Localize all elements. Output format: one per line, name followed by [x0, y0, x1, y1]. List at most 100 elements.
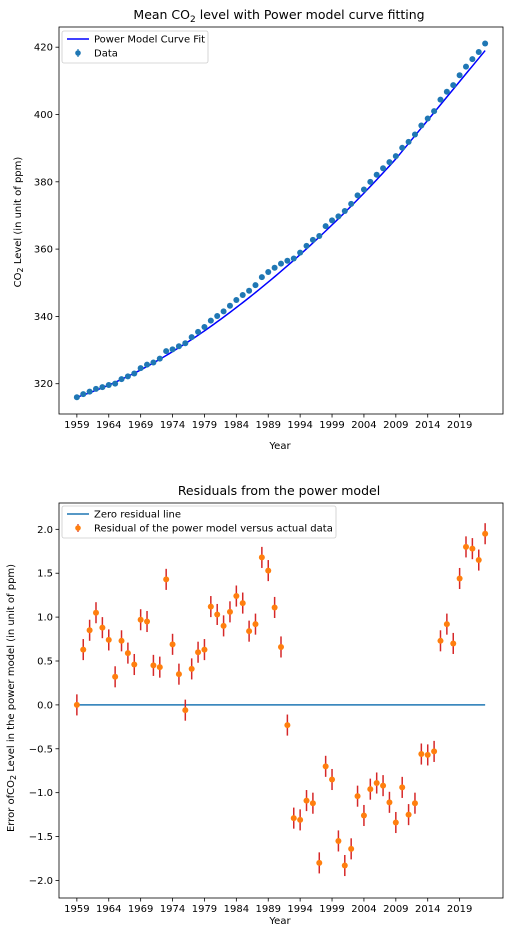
data-point — [450, 640, 457, 647]
x-tick-label: 2009 — [383, 904, 408, 915]
x-tick-label: 2009 — [383, 420, 408, 431]
chart1-legend: Power Model Curve Fit Data — [61, 30, 209, 64]
x-tick-label: 1964 — [96, 420, 121, 431]
data-point — [93, 609, 99, 616]
data-point — [169, 346, 176, 353]
x-tick-label: 1994 — [287, 904, 312, 915]
data-point — [399, 784, 406, 791]
data-point — [463, 543, 469, 550]
data-point — [163, 576, 170, 583]
data-point — [354, 192, 361, 199]
x-tick-label: 1969 — [128, 420, 153, 431]
data-point — [207, 317, 214, 324]
data-point — [437, 637, 444, 644]
y-tick-label: 340 — [34, 312, 53, 323]
data-point — [226, 608, 233, 615]
data-point — [309, 800, 316, 807]
data-point — [220, 622, 227, 629]
data-point — [284, 257, 291, 264]
chart2-ylabel: Error ofCO2 Level in the power model (in… — [6, 564, 18, 832]
data-point — [341, 862, 348, 869]
co2-chart: Mean CO2 level with Power model curve fi… — [13, 7, 504, 452]
x-tick-label: 2004 — [351, 420, 376, 431]
data-point — [316, 859, 323, 866]
data-point — [443, 88, 450, 95]
data-point — [214, 611, 221, 618]
data-point — [373, 780, 380, 787]
data-point — [329, 776, 336, 783]
data-point — [150, 359, 157, 366]
data-point — [175, 671, 182, 678]
y-tick-label: 1.5 — [37, 569, 53, 580]
data-point — [297, 816, 304, 823]
data-point — [252, 282, 259, 289]
data-point — [188, 665, 195, 672]
data-point — [297, 249, 304, 256]
data-point — [278, 643, 284, 650]
y-tick-label: 320 — [34, 379, 53, 390]
data-point — [246, 628, 253, 635]
y-tick-label: 0.0 — [37, 700, 53, 711]
data-point — [322, 763, 329, 770]
chart1-xlabel: Year — [268, 441, 291, 452]
data-point — [290, 815, 297, 822]
y-tick-label: 400 — [34, 110, 53, 121]
residual-chart: Residuals from the power model 1959 1964 1… — [6, 483, 504, 927]
data-point — [475, 557, 482, 564]
data-point — [239, 600, 246, 607]
data-point — [252, 621, 259, 628]
data-point — [354, 793, 361, 800]
y-tick-label: 420 — [34, 43, 53, 54]
data-point — [112, 380, 119, 387]
data-point — [309, 236, 316, 243]
x-tick-label: 1974 — [160, 420, 185, 431]
data-point — [258, 554, 265, 561]
data-point — [392, 819, 399, 826]
data-point — [265, 567, 272, 574]
data-point — [86, 388, 93, 395]
data-point — [360, 812, 367, 819]
data-point — [443, 621, 450, 628]
data-point — [456, 72, 463, 79]
data-point — [118, 637, 125, 644]
data-point — [475, 49, 482, 56]
x-tick-label: 1994 — [287, 420, 312, 431]
data-point — [201, 324, 208, 331]
data-point — [411, 800, 418, 807]
data-point — [220, 308, 227, 315]
y-tick-label: −0.5 — [29, 744, 53, 755]
data-point — [80, 646, 87, 653]
data-point — [380, 782, 387, 789]
data-point — [265, 268, 272, 275]
data-point — [99, 624, 106, 631]
y-tick-label: 380 — [34, 177, 53, 188]
data-point — [156, 355, 163, 362]
data-point — [93, 385, 99, 392]
x-tick-label: 1959 — [64, 904, 89, 915]
data-point — [431, 748, 438, 755]
chart1-legend-box — [61, 30, 209, 64]
data-point — [405, 811, 412, 818]
chart2-legend-box — [61, 505, 337, 539]
data-point — [348, 845, 355, 852]
data-point — [226, 302, 233, 309]
chart1-title: Mean CO2 level with Power model curve fi… — [133, 7, 424, 25]
x-tick-label: 2014 — [415, 904, 440, 915]
data-point — [233, 593, 240, 600]
data-point — [105, 636, 112, 643]
y-tick-label: −1.5 — [29, 832, 53, 843]
data-point — [144, 618, 151, 625]
data-point — [169, 641, 176, 648]
data-point — [405, 138, 412, 145]
data-point — [246, 287, 253, 294]
data-point — [271, 264, 278, 271]
data-point — [341, 208, 348, 215]
x-tick-label: 1999 — [319, 420, 344, 431]
y-tick-label: −1.0 — [29, 788, 53, 799]
data-point — [188, 334, 195, 341]
data-point — [367, 178, 374, 185]
y-tick-label: 360 — [34, 245, 53, 256]
data-point — [175, 343, 182, 350]
data-point — [392, 153, 399, 160]
data-point — [195, 328, 202, 335]
